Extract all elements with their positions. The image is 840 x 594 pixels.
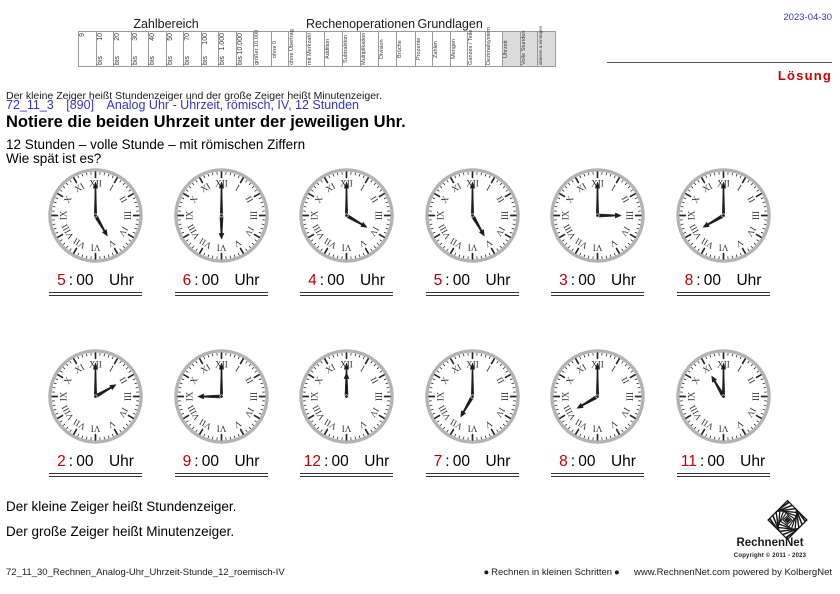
svg-text:III: III bbox=[123, 210, 133, 219]
svg-text:VI: VI bbox=[342, 423, 352, 433]
svg-text:III: III bbox=[499, 210, 509, 219]
svg-text:VI: VI bbox=[718, 423, 728, 433]
svg-text:III: III bbox=[750, 210, 760, 219]
svg-text:IX: IX bbox=[560, 391, 570, 401]
svg-text:VI: VI bbox=[467, 423, 477, 433]
svg-text:III: III bbox=[374, 391, 384, 400]
svg-text:III: III bbox=[374, 210, 384, 219]
svg-text:III: III bbox=[499, 391, 509, 400]
svg-text:III: III bbox=[248, 210, 258, 219]
svg-text:VI: VI bbox=[467, 242, 477, 252]
svg-text:VI: VI bbox=[593, 423, 603, 433]
svg-text:VI: VI bbox=[91, 423, 101, 433]
svg-text:VI: VI bbox=[91, 242, 101, 252]
svg-text:III: III bbox=[123, 391, 133, 400]
svg-text:IX: IX bbox=[435, 210, 445, 220]
svg-text:III: III bbox=[750, 391, 760, 400]
svg-text:VI: VI bbox=[216, 242, 226, 252]
svg-text:III: III bbox=[625, 391, 635, 400]
svg-text:IX: IX bbox=[560, 210, 570, 220]
svg-text:IX: IX bbox=[184, 391, 194, 401]
svg-text:IX: IX bbox=[309, 210, 319, 220]
svg-text:IX: IX bbox=[686, 391, 696, 401]
svg-text:III: III bbox=[248, 391, 258, 400]
svg-text:IX: IX bbox=[686, 210, 696, 220]
svg-text:VI: VI bbox=[718, 242, 728, 252]
svg-text:IX: IX bbox=[58, 391, 68, 401]
svg-text:IX: IX bbox=[309, 391, 319, 401]
svg-text:IX: IX bbox=[184, 210, 194, 220]
svg-text:VI: VI bbox=[342, 242, 352, 252]
svg-text:VI: VI bbox=[593, 242, 603, 252]
svg-text:III: III bbox=[625, 210, 635, 219]
svg-text:VI: VI bbox=[216, 423, 226, 433]
svg-text:IX: IX bbox=[435, 391, 445, 401]
svg-text:IX: IX bbox=[58, 210, 68, 220]
